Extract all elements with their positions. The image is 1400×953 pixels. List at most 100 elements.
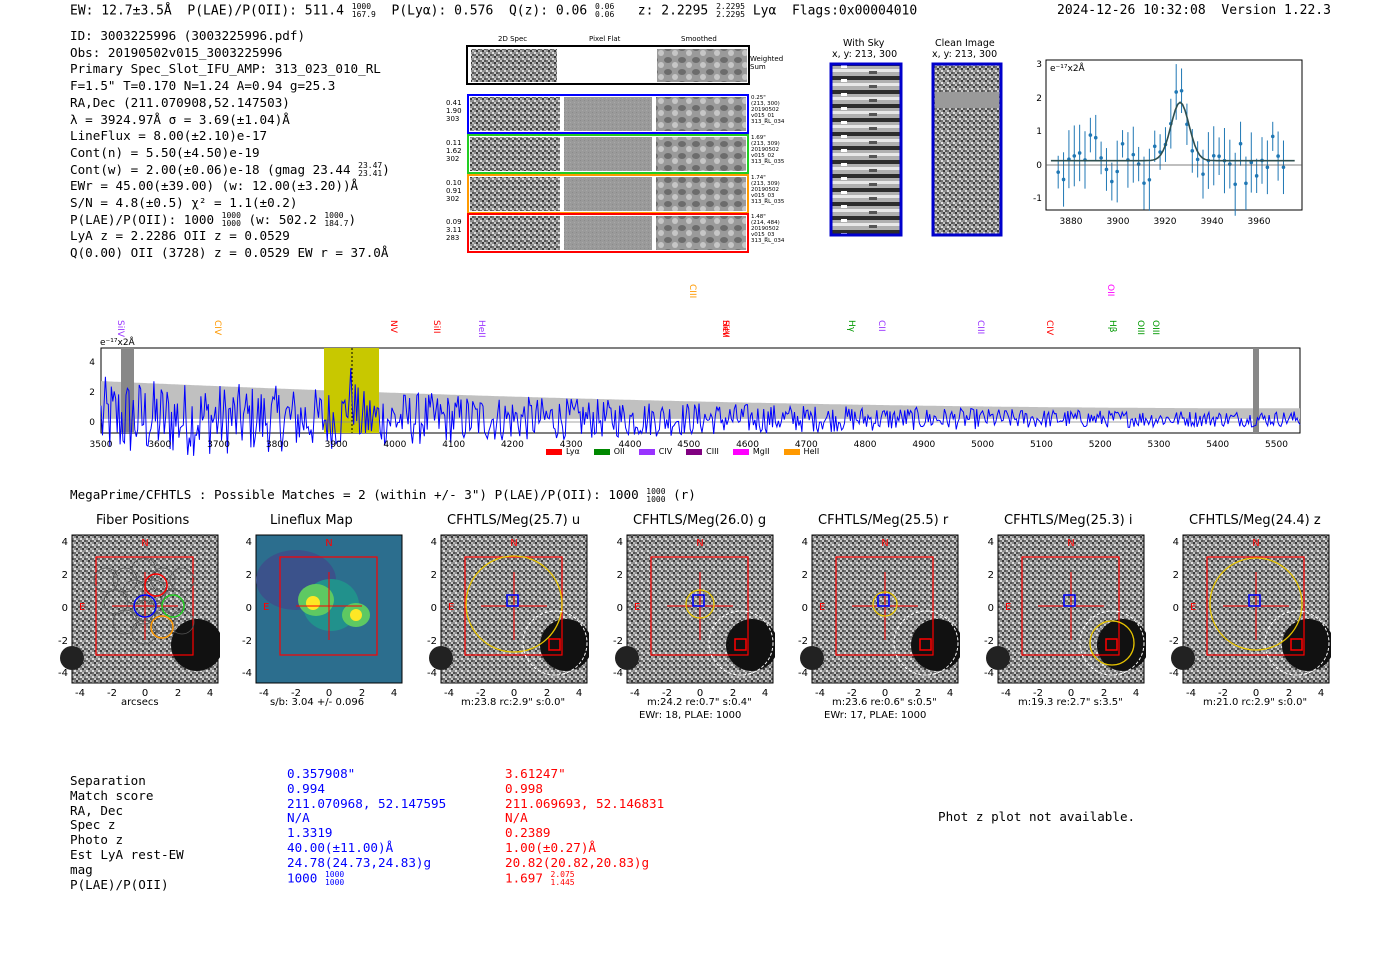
m2-plae: 1.697 — [505, 870, 543, 886]
info-params: F=1.5" T=0.170 N=1.24 A=0.94 g=25.3 — [70, 78, 336, 94]
zoom-point-27 — [1201, 172, 1205, 176]
thumb-north-2: N — [510, 538, 517, 549]
zoom-ytick-1: 1 — [1036, 127, 1042, 137]
thumb-ytick-4-1: 2 — [802, 570, 808, 581]
zoom-point-8 — [1099, 156, 1103, 160]
info-id: ID: 3003225996 (3003225996.pdf) — [70, 28, 306, 43]
info-lineflux: LineFlux = 8.00(±2.10)e-17 — [70, 128, 268, 144]
spec-xtick-3500: 3500 — [90, 440, 113, 450]
zoom-point-30 — [1217, 154, 1221, 159]
thumb-ytick-6-2: 0 — [1173, 603, 1179, 614]
thumb-ytick-3-3: -2 — [613, 636, 623, 647]
thumb-ytick-2-0: 4 — [431, 537, 437, 548]
thumb-ytick-6-3: -2 — [1169, 636, 1179, 647]
label-mag: mag — [70, 861, 93, 877]
contw-hi: 23.47 — [358, 161, 383, 171]
thumb-xtick-3-4: 4 — [762, 688, 768, 699]
label-match-score: Match score — [70, 787, 154, 803]
row4-left-label: 0.09 3.11 283 — [446, 218, 462, 242]
legend-item-3: CIII — [686, 447, 719, 456]
thumb-ytick-5-4: -4 — [984, 668, 994, 679]
thumb-title-2: CFHTLS/Meg(25.7) u — [447, 513, 581, 528]
legend-label-1: OII — [613, 447, 625, 456]
m1-separation: 0.357908" — [287, 766, 356, 781]
thumb-xtick-0-1: -2 — [107, 688, 117, 699]
spectrum-xticks: 3500 3600 3700 3800 3900 4000 4100 4200 4300 4400… — [90, 440, 1289, 450]
thumb-xtick-2-3: 2 — [544, 688, 550, 699]
weighted-sum-label: Weighted Sum — [750, 55, 784, 71]
thumb-east-3: E — [634, 602, 640, 613]
z-value: z: 2.2295 — [637, 3, 709, 19]
label-est-ew: Est LyA rest-EW — [70, 846, 184, 862]
detection-info: ID: 3003225996 (3003225996.pdf) Obs: 201… — [70, 28, 390, 262]
row3-right-label: 1.74" (213, 309) 20190502 v015_03 313_RL_035 — [751, 175, 785, 205]
spec-xtick-4100: 4100 — [442, 440, 465, 450]
with-sky-image — [829, 62, 903, 237]
spec-xtick-5000: 5000 — [971, 440, 994, 450]
m2-est-ew: 1.00(±0.27)Å — [505, 839, 596, 855]
zoom-xtick-3920: 3920 — [1154, 217, 1177, 227]
thumb-xtick-5-0: -4 — [1001, 688, 1011, 699]
thumb-ytick-6-4: -4 — [1169, 668, 1179, 679]
info-sn: S/N = 4.8(±0.5) χ² = 1.1(±0.2) — [70, 195, 298, 211]
spec-xtick-4700: 4700 — [795, 440, 818, 450]
zoom-ytick-2: 2 — [1036, 94, 1042, 104]
thumb-image-6: N E 4 2 0 -2 -4 -4 -2 0 2 4 — [1169, 534, 1331, 699]
spec-xtick-5100: 5100 — [1030, 440, 1053, 450]
main-spectrum: e⁻¹⁷x2Å 4 2 0 3500 3600 3700 3800 3900 4000 41… — [89, 336, 1301, 456]
info-plae: P(LAE)/P(OII): 1000 — [70, 211, 215, 227]
megaprime-plae-lo: 1000 — [646, 494, 666, 504]
plae-header-lo: 167.9 — [351, 10, 376, 19]
zoom-point-33 — [1233, 182, 1237, 187]
thumb-caption-4: m:23.6 re:0.6" s:0.5" — [832, 697, 937, 708]
zoom-point-26 — [1195, 157, 1200, 162]
zoom-xtick-3880: 3880 — [1060, 217, 1083, 227]
zoom-point-42 — [1281, 165, 1286, 170]
line-label-9: CIII — [975, 320, 985, 335]
megaprime-title: MegaPrime/CFHTLS : Possible Matches = 2 … — [70, 487, 639, 502]
row2-left-label: 0.11 1.62 302 — [446, 139, 462, 163]
legend-label-0: Lyα — [566, 447, 580, 456]
legend-swatch-3 — [686, 448, 703, 455]
thumb-ytick-4-0: 4 — [802, 537, 808, 548]
flags-value: Flags:0x00004010 — [791, 3, 918, 19]
line-label-1: CIV — [212, 320, 222, 336]
zoom-point-25 — [1190, 149, 1195, 153]
label-radec: RA, Dec — [70, 802, 124, 818]
match2-values: 3.61247" 0.998 211.069693, 52.146831 N/A… — [505, 766, 664, 887]
thumb-ytick-5-0: 4 — [988, 537, 994, 548]
thumb-xtick-6-1: -2 — [1218, 688, 1228, 699]
m1-match-score: 0.994 — [287, 780, 325, 796]
z-hi: 2.2295 — [716, 2, 745, 11]
datetime: 2024-12-26 10:32:08 — [1057, 3, 1206, 18]
thumb-xtick-6-2: 0 — [1253, 688, 1259, 699]
spectrum-yticks: 4 2 0 — [89, 358, 95, 428]
zoom-point-40 — [1270, 134, 1275, 139]
zoom-xtick-3960: 3960 — [1248, 217, 1271, 227]
thumb-xtick-0-0: -4 — [75, 688, 85, 699]
zoom-point-36 — [1249, 160, 1254, 165]
thumb-xtick-3-1: -2 — [662, 688, 672, 699]
thumb-xtick-3-3: 2 — [730, 688, 736, 699]
zoom-point-34 — [1238, 141, 1243, 146]
thumb-caption-3: m:24.2 re:0.7" s:0.4" — [647, 697, 752, 708]
info-ewr: EWr = 45.00(±39.00) (w: 12.00(±3.20))Å — [70, 178, 359, 194]
thumb-xtick-2-2: 0 — [511, 688, 517, 699]
thumb-title-3: CFHTLS/Meg(26.0) g — [633, 513, 767, 528]
clean-image — [931, 62, 1003, 237]
thumb-caption-2: m:23.8 rc:2.9" s:0.0" — [461, 697, 566, 708]
thumb-xtick-4-2: 0 — [882, 688, 888, 699]
megaprime-title-line: MegaPrime/CFHTLS : Possible Matches = 2 … — [70, 487, 696, 504]
spec-xtick-5200: 5200 — [1089, 440, 1112, 450]
zoom-point-12 — [1120, 142, 1125, 146]
header-line: EW: 12.7±3.5Å P(LAE)/P(OII): 511.4 1000 1… — [70, 3, 917, 19]
legend-label-3: CIII — [706, 447, 719, 456]
legend-label-4: MgII — [752, 447, 770, 456]
thumb-ytick-3-2: 0 — [617, 603, 623, 614]
timestamp-line: 2024-12-26 10:32:08 Version 1.22.3 — [1057, 3, 1331, 18]
zoom-point-17 — [1147, 177, 1152, 182]
thumb-ytick-3-4: -4 — [613, 668, 623, 679]
zoom-point-41 — [1276, 154, 1280, 158]
label-plae: P(LAE)/P(OII) — [70, 876, 169, 892]
zoom-frame — [1045, 59, 1303, 211]
